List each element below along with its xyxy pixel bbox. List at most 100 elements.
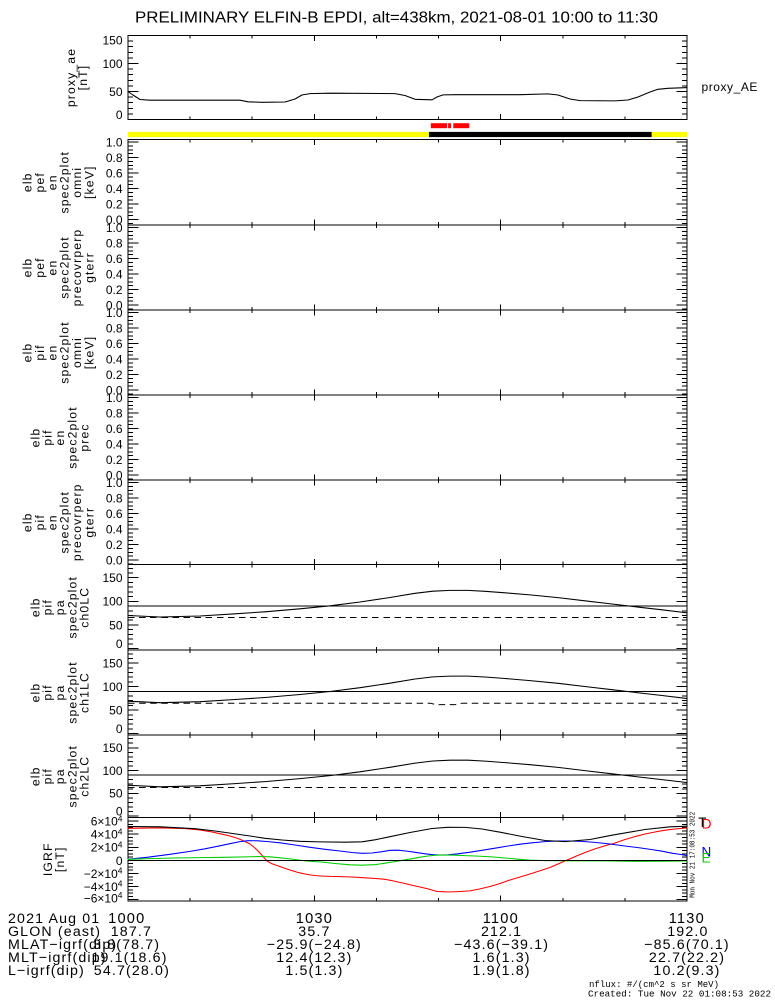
- svg-text:precovrperp: precovrperp: [70, 483, 84, 561]
- svg-text:elb: elb: [28, 683, 42, 703]
- svg-text:GLON (east): GLON (east): [8, 924, 101, 940]
- svg-text:50: 50: [109, 85, 123, 99]
- svg-text:[keV]: [keV]: [83, 165, 97, 199]
- svg-text:0.0: 0.0: [106, 468, 123, 482]
- svg-text:100: 100: [102, 764, 122, 778]
- svg-text:0: 0: [116, 722, 123, 736]
- svg-text:pef: pef: [33, 257, 47, 277]
- svg-text:0.6: 0.6: [106, 252, 123, 266]
- svg-text:ch0LC: ch0LC: [78, 587, 92, 628]
- svg-text:0.4: 0.4: [106, 267, 123, 281]
- svg-text:2×104: 2×104: [91, 840, 123, 855]
- svg-text:pif: pif: [41, 429, 55, 445]
- svg-text:0: 0: [116, 637, 123, 651]
- svg-text:0: 0: [116, 108, 123, 122]
- svg-text:0.2: 0.2: [106, 538, 123, 552]
- svg-text:spec2plot: spec2plot: [58, 321, 72, 384]
- svg-text:22.7(22.2): 22.7(22.2): [649, 950, 725, 966]
- svg-text:1.0: 1.0: [106, 391, 123, 405]
- svg-text:0.6: 0.6: [106, 507, 123, 521]
- svg-text:1.0: 1.0: [106, 306, 123, 320]
- svg-text:spec2plot: spec2plot: [58, 491, 72, 554]
- svg-text:1130: 1130: [669, 911, 705, 927]
- svg-text:4×104: 4×104: [91, 827, 123, 842]
- svg-text:spec2plot: spec2plot: [65, 576, 79, 639]
- svg-text:en: en: [45, 514, 59, 530]
- svg-text:0.0: 0.0: [106, 553, 123, 567]
- svg-text:0.6: 0.6: [106, 166, 123, 180]
- svg-text:35.7: 35.7: [298, 924, 330, 940]
- svg-text:spec2plot: spec2plot: [58, 151, 72, 214]
- svg-text:proxy_ae: proxy_ae: [64, 48, 78, 107]
- svg-text:en: en: [45, 345, 59, 361]
- svg-text:1.0: 1.0: [106, 221, 123, 235]
- svg-text:0.4: 0.4: [106, 182, 123, 196]
- svg-text:0.0: 0.0: [106, 383, 123, 397]
- svg-text:Created: Tue Nov 22 01:08:53 2: Created: Tue Nov 22 01:08:53 2022: [588, 989, 771, 1000]
- svg-text:0.8: 0.8: [106, 321, 123, 335]
- svg-text:ch1LC: ch1LC: [78, 672, 92, 713]
- svg-text:0.6: 0.6: [106, 422, 123, 436]
- svg-text:150: 150: [102, 741, 122, 755]
- svg-text:50: 50: [109, 787, 123, 801]
- svg-text:0.2: 0.2: [106, 453, 123, 467]
- svg-text:pif: pif: [41, 599, 55, 615]
- svg-text:N: N: [702, 845, 712, 860]
- svg-text:−6×104: −6×104: [84, 890, 123, 905]
- svg-text:pa: pa: [53, 599, 67, 615]
- svg-text:en: en: [45, 174, 59, 190]
- svg-text:−43.6(−39.1): −43.6(−39.1): [454, 937, 549, 953]
- svg-text:6×104: 6×104: [91, 813, 123, 828]
- svg-text:0.8: 0.8: [106, 236, 123, 250]
- svg-text:MLAT−igrf(dip): MLAT−igrf(dip): [8, 937, 117, 953]
- svg-text:1030: 1030: [296, 911, 333, 927]
- svg-text:192.0: 192.0: [667, 924, 708, 940]
- svg-text:elb: elb: [21, 172, 35, 192]
- svg-text:19.1(18.6): 19.1(18.6): [91, 950, 167, 966]
- svg-text:−2×104: −2×104: [84, 866, 123, 881]
- svg-text:elb: elb: [28, 597, 42, 617]
- svg-text:10.2(9.3): 10.2(9.3): [653, 963, 720, 979]
- svg-text:spec2plot: spec2plot: [58, 236, 72, 299]
- svg-text:0.6: 0.6: [106, 337, 123, 351]
- svg-text:elb: elb: [28, 428, 42, 448]
- svg-text:pif: pif: [33, 344, 47, 360]
- svg-text:Mon Nov 21 17:08:53 2022: Mon Nov 21 17:08:53 2022: [689, 812, 697, 898]
- svg-text:en: en: [45, 260, 59, 276]
- svg-text:omni: omni: [70, 167, 84, 198]
- svg-text:0.4: 0.4: [106, 352, 123, 366]
- svg-text:elb: elb: [21, 258, 35, 278]
- svg-text:0: 0: [116, 804, 123, 818]
- svg-text:T: T: [698, 815, 706, 830]
- svg-text:pa: pa: [53, 768, 67, 784]
- svg-text:proxy_AE: proxy_AE: [702, 80, 758, 94]
- svg-text:3.8(78.7): 3.8(78.7): [93, 937, 160, 953]
- svg-text:54.7(28.0): 54.7(28.0): [94, 963, 170, 979]
- svg-text:50: 50: [109, 703, 123, 717]
- svg-text:gterr: gterr: [83, 507, 97, 538]
- svg-text:L−igrf(dip): L−igrf(dip): [8, 963, 85, 979]
- svg-text:D: D: [702, 816, 712, 831]
- svg-text:150: 150: [102, 656, 122, 670]
- svg-text:0.0: 0.0: [106, 298, 123, 312]
- svg-text:1100: 1100: [483, 911, 519, 927]
- svg-text:elb: elb: [21, 512, 35, 532]
- svg-text:−25.9(−24.8): −25.9(−24.8): [267, 937, 362, 953]
- svg-text:elb: elb: [21, 343, 35, 363]
- svg-text:0.4: 0.4: [106, 437, 123, 451]
- svg-text:1.0: 1.0: [106, 135, 123, 149]
- svg-text:−85.6(70.1): −85.6(70.1): [644, 937, 730, 953]
- svg-text:1.9(1.8): 1.9(1.8): [473, 963, 531, 979]
- svg-text:spec2plot: spec2plot: [65, 406, 79, 469]
- svg-text:50: 50: [109, 618, 123, 632]
- svg-text:150: 150: [102, 571, 122, 585]
- svg-text:gterr: gterr: [83, 252, 97, 283]
- svg-text:0.8: 0.8: [106, 491, 123, 505]
- svg-text:E: E: [702, 851, 711, 866]
- svg-text:pif: pif: [33, 514, 47, 530]
- svg-text:2021 Aug 01: 2021 Aug 01: [8, 911, 100, 927]
- svg-text:12.4(12.3): 12.4(12.3): [276, 950, 352, 966]
- svg-text:pef: pef: [33, 172, 47, 192]
- svg-text:nflux: #/(cm^2 s sr MeV): nflux: #/(cm^2 s sr MeV): [589, 979, 719, 990]
- svg-text:[nT]: [nT]: [76, 65, 90, 91]
